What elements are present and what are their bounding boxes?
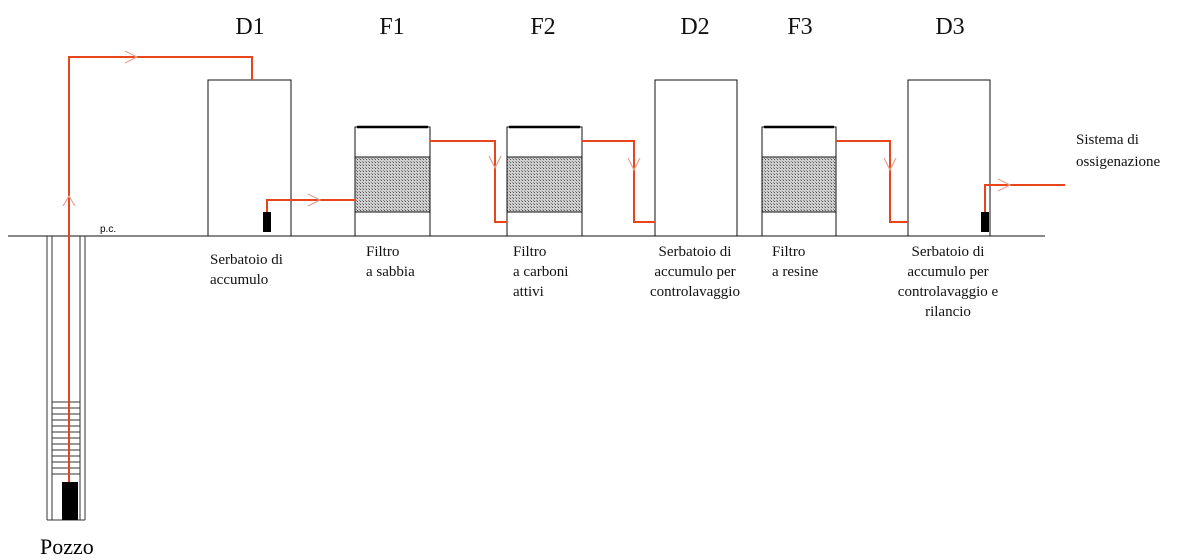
unit-label: Serbatoio di accumulo [210, 252, 283, 288]
label-line: controlavaggio e [898, 284, 999, 300]
ground-label: p.c. [100, 224, 116, 235]
tank-d2 [654, 79, 738, 237]
label-line: controlavaggio [650, 284, 740, 300]
unit-label: Serbatoio di accumulo per controlavaggio e… [898, 244, 999, 320]
label-line: attivi [513, 284, 544, 300]
label-line: a resine [772, 264, 819, 280]
label-line: rilancio [925, 304, 971, 320]
well [46, 236, 86, 521]
unit-code: D3 [935, 14, 964, 40]
well-pump [62, 482, 78, 520]
tank-d1 [207, 79, 292, 237]
label-line: Serbatoio di [912, 244, 985, 260]
unit-code: D1 [235, 14, 264, 40]
unit-label: Serbatoio di accumulo per controlavaggio [650, 244, 740, 300]
unit-code: F1 [379, 14, 404, 40]
label-line: Filtro [513, 244, 546, 260]
filter-f2 [506, 125, 583, 237]
label-line: accumulo [210, 272, 268, 288]
label-line: accumulo per [907, 264, 988, 280]
pump [263, 212, 271, 232]
label-line: a sabbia [366, 264, 415, 280]
pipes [62, 50, 1065, 482]
unit-code: F3 [787, 14, 812, 40]
unit-label: Filtro a carboni attivi [513, 244, 568, 300]
pump [981, 212, 989, 232]
label-line: accumulo per [654, 264, 735, 280]
label-line: a carboni [513, 264, 568, 280]
filter-f1 [354, 125, 431, 237]
output-label: Sistema di ossigenazione [1076, 132, 1160, 170]
unit-label: Filtro a sabbia [366, 244, 415, 280]
filter-f3 [761, 125, 837, 237]
label-line: Filtro [366, 244, 399, 260]
label-line: Filtro [772, 244, 805, 260]
unit-label: Filtro a resine [772, 244, 819, 280]
unit-code: D2 [680, 14, 709, 40]
unit-code: F2 [530, 14, 555, 40]
well-label: Pozzo [40, 534, 94, 559]
label-line: Serbatoio di [210, 252, 283, 268]
tank-d3 [907, 79, 991, 237]
label-line: Serbatoio di [659, 244, 732, 260]
